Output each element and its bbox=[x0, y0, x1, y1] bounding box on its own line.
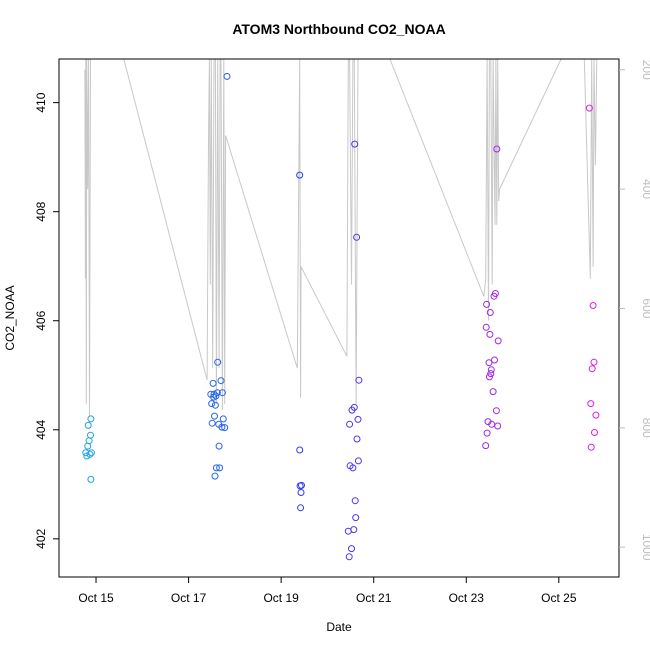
altitude-line bbox=[84, 59, 598, 416]
y-tick-label: 410 bbox=[34, 92, 48, 112]
data-point bbox=[350, 403, 358, 411]
data-point bbox=[212, 464, 220, 472]
x-axis-label: Date bbox=[326, 620, 352, 634]
y-axis-label: CO2_NOAA bbox=[3, 285, 17, 350]
data-point bbox=[87, 431, 94, 439]
data-point bbox=[349, 464, 357, 472]
x-axis: Oct 15 Oct 17 Oct 19 Oct 21 Oct 23 Oct 25 bbox=[78, 577, 577, 605]
x-tick-label: Oct 21 bbox=[356, 591, 392, 605]
right-y-axis: 200 400 600 800 1000 bbox=[619, 60, 650, 561]
data-point bbox=[218, 423, 226, 431]
right-y-tick-label: 200 bbox=[640, 60, 650, 80]
data-point bbox=[585, 104, 593, 112]
data-point bbox=[591, 429, 598, 436]
data-point bbox=[589, 302, 597, 309]
data-point bbox=[351, 497, 359, 505]
data-point bbox=[87, 475, 95, 483]
data-point bbox=[485, 359, 493, 367]
data-point bbox=[345, 553, 353, 561]
data-point bbox=[351, 140, 359, 148]
y-tick-label: 404 bbox=[34, 419, 48, 439]
data-point bbox=[486, 309, 494, 316]
y-tick-label: 406 bbox=[34, 310, 48, 330]
data-point bbox=[208, 419, 216, 427]
data-point bbox=[218, 389, 226, 397]
data-point bbox=[587, 443, 595, 451]
data-point bbox=[592, 411, 600, 419]
data-point bbox=[354, 415, 362, 423]
data-point bbox=[587, 400, 595, 408]
data-point bbox=[493, 145, 501, 153]
data-point bbox=[348, 545, 355, 553]
data-points bbox=[82, 72, 600, 561]
x-tick-label: Oct 25 bbox=[541, 591, 577, 605]
right-y-tick-label: 1000 bbox=[640, 534, 650, 561]
data-point bbox=[87, 449, 95, 457]
chart-title: ATOM3 Northbound CO2_NOAA bbox=[232, 21, 445, 37]
data-point bbox=[296, 446, 304, 454]
data-point bbox=[86, 450, 94, 458]
data-point bbox=[211, 412, 218, 420]
data-point bbox=[491, 356, 498, 364]
data-point bbox=[486, 330, 494, 338]
data-point bbox=[208, 400, 216, 408]
data-point bbox=[211, 472, 219, 480]
data-point bbox=[483, 300, 491, 308]
data-point bbox=[298, 481, 305, 489]
data-point bbox=[491, 290, 499, 297]
data-point bbox=[489, 388, 497, 396]
y-tick-label: 402 bbox=[34, 528, 48, 548]
data-point bbox=[213, 389, 221, 397]
data-point bbox=[494, 337, 502, 345]
right-y-tick-label: 400 bbox=[640, 179, 650, 199]
y-axis: 402 404 406 408 410 bbox=[34, 92, 59, 549]
data-point bbox=[353, 233, 361, 241]
data-point bbox=[84, 421, 92, 429]
data-point bbox=[215, 442, 223, 450]
x-tick-label: Oct 15 bbox=[78, 591, 114, 605]
data-point bbox=[87, 415, 95, 423]
data-point bbox=[297, 504, 305, 512]
right-y-tick-label: 800 bbox=[640, 418, 650, 438]
x-tick-label: Oct 17 bbox=[171, 591, 207, 605]
data-point bbox=[590, 358, 598, 366]
data-point bbox=[297, 489, 305, 496]
data-point bbox=[482, 323, 490, 331]
data-point bbox=[214, 358, 222, 366]
data-point bbox=[216, 464, 224, 472]
data-point bbox=[346, 420, 354, 428]
plot-frame bbox=[58, 58, 620, 578]
x-tick-label: Oct 23 bbox=[449, 591, 485, 605]
data-point bbox=[482, 442, 490, 450]
y-tick-label: 408 bbox=[34, 201, 48, 221]
data-point bbox=[588, 365, 596, 373]
data-point bbox=[219, 415, 227, 423]
data-point bbox=[217, 377, 225, 385]
data-point bbox=[221, 424, 229, 432]
data-point bbox=[211, 401, 219, 409]
altitude-polyline bbox=[84, 59, 598, 416]
data-point bbox=[223, 72, 231, 80]
right-y-tick-label: 600 bbox=[640, 298, 650, 318]
x-tick-label: Oct 19 bbox=[263, 591, 299, 605]
data-point bbox=[352, 514, 360, 522]
data-point bbox=[209, 379, 217, 387]
data-point bbox=[487, 370, 495, 378]
data-point bbox=[355, 376, 363, 384]
data-point bbox=[494, 422, 502, 430]
data-point bbox=[354, 457, 362, 465]
data-point bbox=[296, 171, 304, 179]
data-point bbox=[350, 526, 358, 534]
data-point bbox=[492, 407, 500, 415]
data-point bbox=[485, 373, 493, 381]
data-point bbox=[212, 392, 220, 400]
data-point bbox=[487, 366, 495, 374]
data-point bbox=[483, 429, 491, 437]
data-point bbox=[210, 390, 218, 398]
data-point bbox=[353, 435, 361, 443]
